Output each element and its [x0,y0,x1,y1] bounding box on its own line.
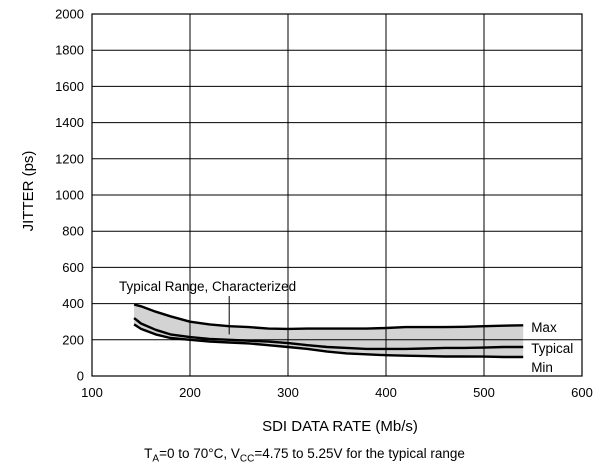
x-tick-label-300: 300 [277,385,299,400]
typical-range-annotation: Typical Range, Characterized [119,279,296,294]
footnote-voltage-text: =4.75 to 5.25V for the typical range [254,446,465,461]
y-tick-label-800: 800 [62,224,84,239]
footnote-ta-subscript: A [152,453,160,465]
grid-layer [91,13,583,377]
series-line-typical [133,317,524,351]
y-tick-label-1600: 1600 [55,79,84,94]
series-label-typical: Typical [531,341,573,356]
x-tick-label-200: 200 [179,385,201,400]
x-tick-label-500: 500 [473,385,495,400]
y-tick-label-1800: 1800 [55,43,84,58]
y-tick-label-200: 200 [62,332,84,347]
footnote-temperature-text: =0 to 70°C, V [159,446,240,461]
y-axis-title: JITTER (ps) [20,151,37,232]
y-tick-label-400: 400 [62,296,84,311]
x-tick-label-100: 100 [81,385,103,400]
series-line-max [133,303,524,331]
y-tick-label-0: 0 [77,369,84,384]
tick-label-layer: 0 200 400 600 800 1000 1200 1400 1600 1800 2000 100… [55,7,593,401]
y-tick-label-1200: 1200 [55,151,84,166]
x-tick-label-600: 600 [571,385,593,400]
footnote-vcc-subscript: CC [239,453,255,465]
footnote: TA=0 to 70°C, VCC=4.75 to 5.25V for the … [0,446,609,465]
typical-range-band-layer [134,304,524,357]
y-tick-label-2000: 2000 [55,7,84,22]
y-tick-label-1000: 1000 [55,188,84,203]
y-tick-label-1400: 1400 [55,115,84,130]
annotation-layer: Max Typical Min Typical Range, Characterize… [119,279,573,375]
series-line-min [133,323,524,359]
series-label-max: Max [531,320,557,335]
y-tick-label-600: 600 [62,260,84,275]
x-tick-label-400: 400 [375,385,397,400]
x-axis-title: SDI DATA RATE (Mb/s) [262,418,418,435]
typical-range-band [134,304,524,357]
series-label-min: Min [531,360,553,375]
plot-frame [91,13,583,377]
footnote-ta-symbol: T [144,446,153,461]
series-layer [133,303,524,359]
